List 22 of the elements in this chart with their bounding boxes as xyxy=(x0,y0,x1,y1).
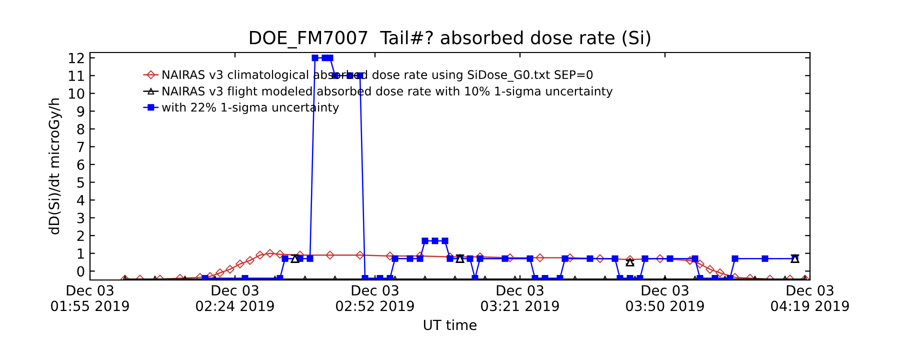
y-tick-label: 7 xyxy=(77,142,84,152)
y-tick-label: 10 xyxy=(68,88,84,99)
y-axis-title: dD(Si)/dt microGy/h xyxy=(48,98,62,234)
y-tick-label: 4 xyxy=(76,195,84,206)
x-tick-label: Dec 03 02:24 2019 xyxy=(196,285,274,312)
y-tick-label: 2 xyxy=(77,230,84,241)
y-tick-label: 6 xyxy=(77,159,84,170)
x-axis-title: UT time xyxy=(424,319,476,330)
y-tick-label: 1 xyxy=(78,248,84,259)
y-tick-label: 0 xyxy=(77,266,84,277)
chart-title: DOE_FM7007 Tail#? absorbed dose rate (Si) xyxy=(250,30,650,48)
y-tick-label: 12 xyxy=(68,52,84,64)
y-tick-label: 5 xyxy=(77,177,84,188)
y-tick-label: 9 xyxy=(77,106,84,117)
x-tick-label: Dec 03 03:50 2019 xyxy=(626,285,704,312)
x-tick-label: Dec 03 02:52 2019 xyxy=(336,285,414,312)
y-tick-label: 3 xyxy=(77,212,84,224)
x-tick-label: Dec 03 01:55 2019 xyxy=(51,285,129,312)
x-tick-label: Dec 03 04:19 2019 xyxy=(771,285,849,312)
y-tick-label: 8 xyxy=(77,124,84,134)
x-tick-label: Dec 03 03:21 2019 xyxy=(481,285,559,312)
y-tick-label: 11 xyxy=(68,70,84,81)
